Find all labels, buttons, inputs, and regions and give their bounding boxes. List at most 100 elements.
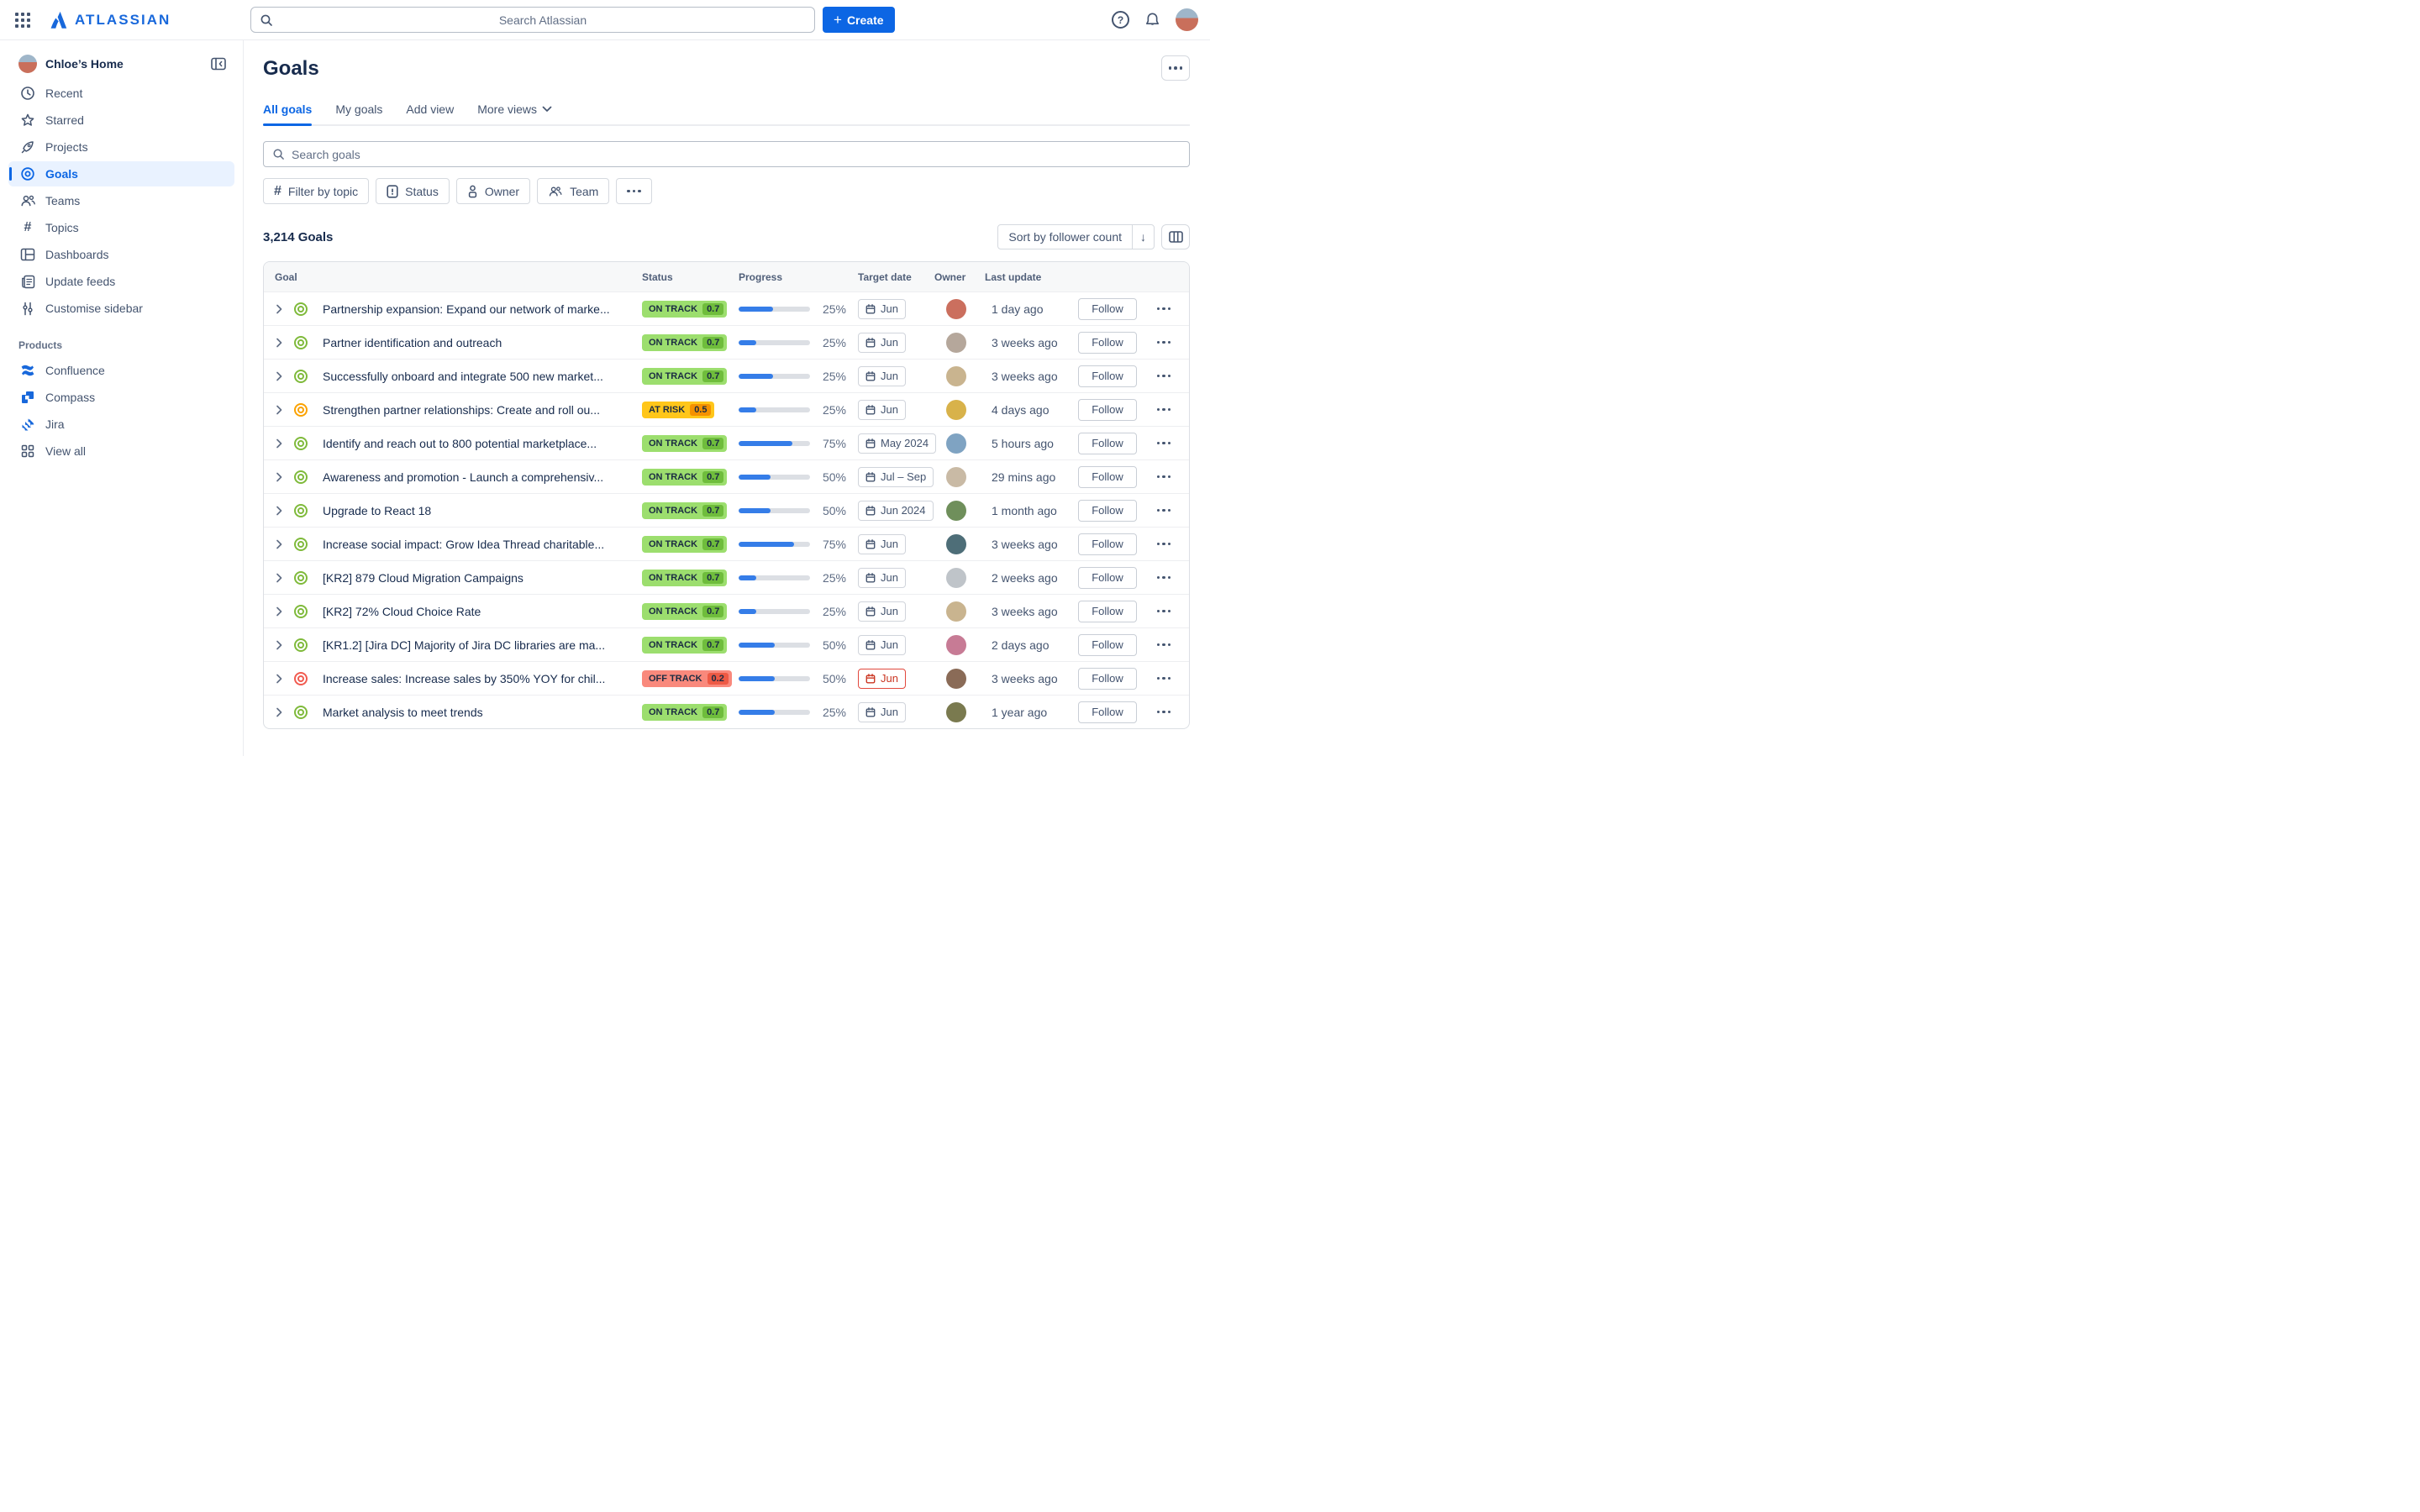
follow-button[interactable]: Follow xyxy=(1078,297,1137,320)
filter-owner-button[interactable]: Owner xyxy=(455,178,531,204)
expand-row-button[interactable] xyxy=(264,471,294,483)
row-menu-button[interactable] xyxy=(1156,508,1171,512)
sidebar-item-goals[interactable]: Goals xyxy=(8,161,234,186)
atlassian-logo[interactable]: ATLASSIAN xyxy=(47,9,171,31)
owner-avatar[interactable] xyxy=(946,701,966,722)
sidebar-item-jira[interactable]: Jira xyxy=(8,412,234,437)
expand-row-button[interactable] xyxy=(264,572,294,584)
tab-add-view[interactable]: Add view xyxy=(406,97,454,124)
notifications-icon[interactable] xyxy=(1144,11,1161,29)
row-menu-button[interactable] xyxy=(1156,609,1171,613)
row-menu-button[interactable] xyxy=(1156,475,1171,479)
expand-row-button[interactable] xyxy=(264,370,294,382)
global-search-input[interactable]: Search Atlassian xyxy=(250,7,815,33)
help-icon[interactable]: ? xyxy=(1112,11,1129,29)
owner-avatar[interactable] xyxy=(946,332,966,353)
owner-avatar[interactable] xyxy=(946,500,966,521)
filter-status-button[interactable]: Status xyxy=(376,178,450,204)
expand-row-button[interactable] xyxy=(264,404,294,416)
follow-button[interactable]: Follow xyxy=(1078,600,1137,622)
owner-avatar[interactable] xyxy=(946,298,966,319)
follow-button[interactable]: Follow xyxy=(1078,499,1137,522)
collapse-sidebar-icon[interactable] xyxy=(209,57,228,71)
goal-title[interactable]: Increase sales: Increase sales by 350% Y… xyxy=(323,671,606,685)
user-avatar[interactable] xyxy=(1176,8,1198,31)
app-switcher-icon[interactable] xyxy=(10,8,35,33)
sidebar-item-customise-sidebar[interactable]: Customise sidebar xyxy=(8,296,234,321)
sidebar-item-view-all[interactable]: View all xyxy=(8,438,234,464)
sidebar-item-dashboards[interactable]: Dashboards xyxy=(8,242,234,267)
follow-button[interactable]: Follow xyxy=(1078,633,1137,656)
row-menu-button[interactable] xyxy=(1156,643,1171,647)
owner-avatar[interactable] xyxy=(946,365,966,386)
row-menu-button[interactable] xyxy=(1156,340,1171,344)
owner-avatar[interactable] xyxy=(946,533,966,554)
goal-title[interactable]: Strengthen partner relationships: Create… xyxy=(323,402,600,417)
expand-row-button[interactable] xyxy=(264,438,294,449)
follow-button[interactable]: Follow xyxy=(1078,667,1137,690)
row-menu-button[interactable] xyxy=(1156,374,1171,378)
follow-button[interactable]: Follow xyxy=(1078,432,1137,454)
goal-title[interactable]: Awareness and promotion - Launch a compr… xyxy=(323,470,604,484)
goal-title[interactable]: Partnership expansion: Expand our networ… xyxy=(323,302,610,316)
expand-row-button[interactable] xyxy=(264,706,294,718)
expand-row-button[interactable] xyxy=(264,606,294,617)
more-filters-button[interactable] xyxy=(616,178,652,204)
sidebar-item-topics[interactable]: # Topics xyxy=(8,215,234,240)
filter-team-button[interactable]: Team xyxy=(537,178,610,204)
tab-all-goals[interactable]: All goals xyxy=(263,97,313,126)
row-menu-button[interactable] xyxy=(1156,407,1171,412)
owner-avatar[interactable] xyxy=(946,399,966,420)
row-menu-button[interactable] xyxy=(1156,575,1171,580)
follow-button[interactable]: Follow xyxy=(1078,566,1137,589)
tab-my-goals[interactable]: My goals xyxy=(335,97,382,124)
sidebar-item-confluence[interactable]: Confluence xyxy=(8,358,234,383)
create-button[interactable]: + Create xyxy=(823,7,895,33)
sidebar-item-update-feeds[interactable]: Update feeds xyxy=(8,269,234,294)
goal-title[interactable]: Increase social impact: Grow Idea Thread… xyxy=(323,537,605,551)
sidebar-item-home[interactable]: Chloe’s Home xyxy=(8,49,234,79)
sort-by-button[interactable]: Sort by follower count xyxy=(998,225,1132,249)
row-menu-button[interactable] xyxy=(1156,307,1171,311)
owner-avatar[interactable] xyxy=(946,668,966,689)
search-goals-input[interactable]: Search goals xyxy=(263,141,1190,167)
filter-by-topic-button[interactable]: # Filter by topic xyxy=(263,178,370,204)
row-menu-button[interactable] xyxy=(1156,441,1171,445)
sidebar-item-projects[interactable]: Projects xyxy=(8,134,234,160)
sidebar-item-compass[interactable]: Compass xyxy=(8,385,234,410)
tab-more-views[interactable]: More views xyxy=(477,97,552,124)
owner-avatar[interactable] xyxy=(946,466,966,487)
expand-row-button[interactable] xyxy=(264,639,294,651)
owner-avatar[interactable] xyxy=(946,601,966,622)
goal-title[interactable]: [KR1.2] [Jira DC] Majority of Jira DC li… xyxy=(323,638,606,652)
follow-button[interactable]: Follow xyxy=(1078,701,1137,723)
sort-direction-button[interactable]: ↓ xyxy=(1132,225,1154,249)
goal-title[interactable]: Partner identification and outreach xyxy=(323,335,502,349)
row-menu-button[interactable] xyxy=(1156,710,1171,714)
goal-title[interactable]: [KR2] 72% Cloud Choice Rate xyxy=(323,604,481,618)
goal-title[interactable]: Successfully onboard and integrate 500 n… xyxy=(323,369,603,383)
expand-row-button[interactable] xyxy=(264,538,294,550)
sidebar-item-starred[interactable]: Starred xyxy=(8,108,234,133)
expand-row-button[interactable] xyxy=(264,505,294,517)
owner-avatar[interactable] xyxy=(946,634,966,655)
expand-row-button[interactable] xyxy=(264,337,294,349)
expand-row-button[interactable] xyxy=(264,303,294,315)
row-menu-button[interactable] xyxy=(1156,542,1171,546)
goal-title[interactable]: Identify and reach out to 800 potential … xyxy=(323,436,597,450)
columns-button[interactable] xyxy=(1161,224,1190,249)
follow-button[interactable]: Follow xyxy=(1078,533,1137,555)
follow-button[interactable]: Follow xyxy=(1078,365,1137,387)
expand-row-button[interactable] xyxy=(264,673,294,685)
owner-avatar[interactable] xyxy=(946,567,966,588)
sidebar-item-teams[interactable]: Teams xyxy=(8,188,234,213)
follow-button[interactable]: Follow xyxy=(1078,398,1137,421)
follow-button[interactable]: Follow xyxy=(1078,465,1137,488)
goal-title[interactable]: [KR2] 879 Cloud Migration Campaigns xyxy=(323,570,523,585)
row-menu-button[interactable] xyxy=(1156,676,1171,680)
goal-title[interactable]: Upgrade to React 18 xyxy=(323,503,432,517)
sidebar-item-recent[interactable]: Recent xyxy=(8,81,234,106)
follow-button[interactable]: Follow xyxy=(1078,331,1137,354)
page-more-button[interactable] xyxy=(1161,55,1190,81)
owner-avatar[interactable] xyxy=(946,433,966,454)
